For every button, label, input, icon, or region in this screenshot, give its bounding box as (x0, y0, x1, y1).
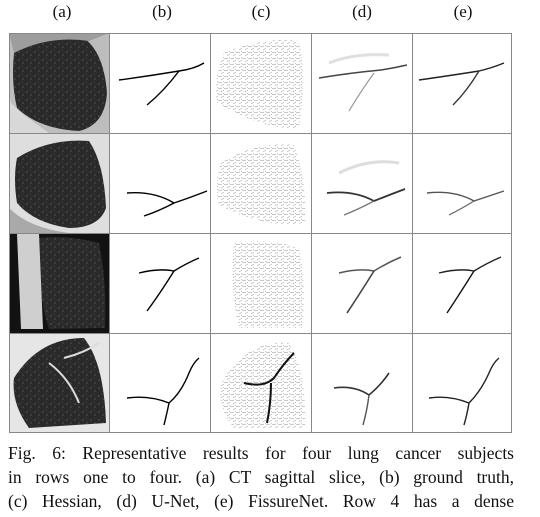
hessian-1 (211, 33, 311, 133)
column-label-e: (e) (453, 2, 473, 21)
fissurenet-4 (413, 334, 512, 433)
hessian-2 (211, 134, 311, 233)
column-label-d: (d) (352, 2, 372, 21)
ct-slice-2 (9, 134, 109, 233)
ground-truth-3 (110, 234, 210, 333)
column-label-a: (a) (52, 2, 72, 21)
grid-lines (9, 33, 512, 433)
ground-truth-4 (110, 334, 210, 433)
figure-grid (9, 33, 512, 433)
ct-slice-3 (9, 234, 109, 333)
column-label-b: (b) (152, 2, 172, 21)
row-2 (9, 134, 512, 233)
fissurenet-2 (413, 134, 512, 233)
row-4 (9, 334, 512, 433)
figure-caption: Fig. 6: Representative results for four … (8, 441, 514, 513)
row-3 (9, 234, 512, 333)
hessian-3 (211, 234, 311, 333)
row-1 (9, 33, 512, 133)
fissurenet-3 (413, 234, 512, 333)
hessian-4 (211, 334, 311, 433)
ground-truth-1 (110, 33, 210, 133)
ct-slice-4 (9, 334, 109, 433)
caption-line-2: in rows one to four. (a) CT sagittal sli… (8, 467, 514, 487)
unet-1 (312, 33, 412, 133)
unet-4 (312, 334, 412, 433)
ct-slice-1 (9, 33, 109, 133)
unet-3 (312, 234, 412, 333)
caption-line-1: Fig. 6: Representative results for four … (8, 443, 514, 463)
caption-line-3: (c) Hessian, (d) U-Net, (e) FissureNet. … (8, 491, 514, 511)
fissurenet-1 (413, 33, 512, 133)
ground-truth-2 (110, 134, 210, 233)
column-label-c: (c) (251, 2, 271, 21)
unet-2 (312, 134, 412, 233)
